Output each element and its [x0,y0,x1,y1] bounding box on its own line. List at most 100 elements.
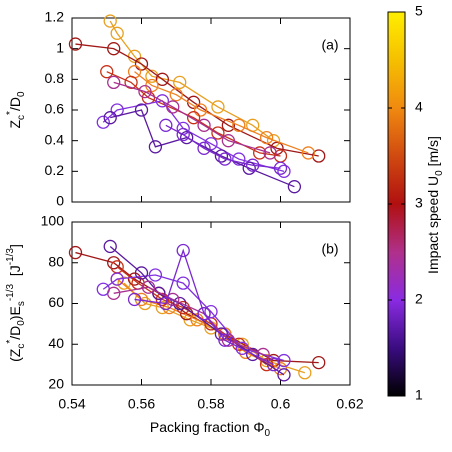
y-tick-label: 1.2 [45,9,65,25]
data-point [239,345,253,360]
x-tick-label: 0.6 [271,396,291,412]
data-point [173,296,187,311]
data-point [155,94,170,108]
data-point [266,357,281,372]
x-tick-label: 0.56 [128,396,155,412]
data-point [103,239,117,254]
data-point [252,146,267,160]
panel-label: (b) [321,241,338,257]
data-point [197,307,211,321]
data-point [176,276,190,290]
y-tick-label: 0.2 [45,162,65,178]
data-point [100,65,114,79]
colorbar-label: Impact speed U0 [m/s] [425,136,445,274]
data-point [110,26,124,40]
data-point [273,161,288,175]
data-point [221,333,236,347]
data-point [197,141,211,155]
data-point [173,75,187,90]
y-tick-label: 40 [48,335,64,351]
data-point [127,292,142,307]
data-point [68,245,83,260]
data-point [266,353,281,368]
data-point [218,333,232,347]
data-point [107,75,121,90]
data-point [107,286,121,300]
colorbar-tick-label: 2 [415,291,423,307]
data-point [211,126,225,140]
data-point [159,118,173,132]
panel-label: (a) [321,37,338,53]
data-point [186,111,201,125]
data-point [166,100,180,114]
data-point [256,347,270,362]
data-point [246,158,260,172]
x-tick-label: 0.62 [336,396,363,412]
colorbar-tick-label: 3 [415,195,423,211]
data-point [270,141,284,155]
series-line [106,71,281,157]
data-point [204,304,218,319]
y-tick-label: 0 [56,193,64,209]
data-point [152,286,166,300]
data-point [277,368,291,382]
data-point [134,57,149,71]
y-tick-label: 1 [56,39,64,55]
y-tick-label: 80 [48,253,64,269]
plot-frame [71,17,351,203]
y-tick-label: 20 [48,376,64,392]
series-line [134,71,309,154]
data-point [221,118,236,132]
y-axis-label: Zc*/D0 [5,91,27,128]
data-point [107,256,121,270]
colorbar-tick-label: 1 [415,387,423,403]
y-tick-label: 0.8 [45,70,65,86]
x-axis-label: Packing fraction Φ0 [150,419,271,439]
colorbar-tick-label: 4 [415,99,423,115]
colorbar-tick-label: 5 [415,3,423,19]
data-point [159,296,173,311]
data-point [204,137,218,151]
data-point [107,42,121,56]
data-point [246,347,260,362]
data-point [211,100,225,114]
data-point [148,140,163,154]
data-point [277,164,291,178]
data-point [148,268,163,282]
data-point [259,130,274,145]
series-line [134,248,274,366]
data-point [134,266,149,280]
data-point [176,243,190,258]
y-tick-label: 100 [41,213,65,229]
data-point [298,366,312,380]
data-point [232,152,246,166]
data-point [263,146,277,160]
series-line [75,43,319,157]
y-tick-label: 0.4 [45,131,65,147]
data-point [312,355,326,370]
y-tick-label: 60 [48,294,64,310]
data-point [68,37,83,51]
data-point [103,111,117,125]
data-point [214,149,229,163]
x-tick-label: 0.58 [197,396,224,412]
data-point [193,103,208,117]
x-tick-label: 0.54 [58,396,85,412]
y-axis-label: (Zc*/D0)Es-1/3 [J-1/3] [5,244,27,362]
y-tick-label: 0.6 [45,101,65,117]
data-point [134,103,149,117]
data-point [169,88,183,102]
data-point [221,134,236,148]
data-point [242,161,256,175]
data-point [110,272,124,286]
series-line [113,81,271,154]
data-point [287,180,302,194]
data-point [138,84,152,99]
data-point [96,115,110,129]
data-point [124,75,138,90]
data-point [301,146,315,160]
data-point [218,152,232,166]
data-point [176,127,190,142]
data-point [103,14,117,28]
